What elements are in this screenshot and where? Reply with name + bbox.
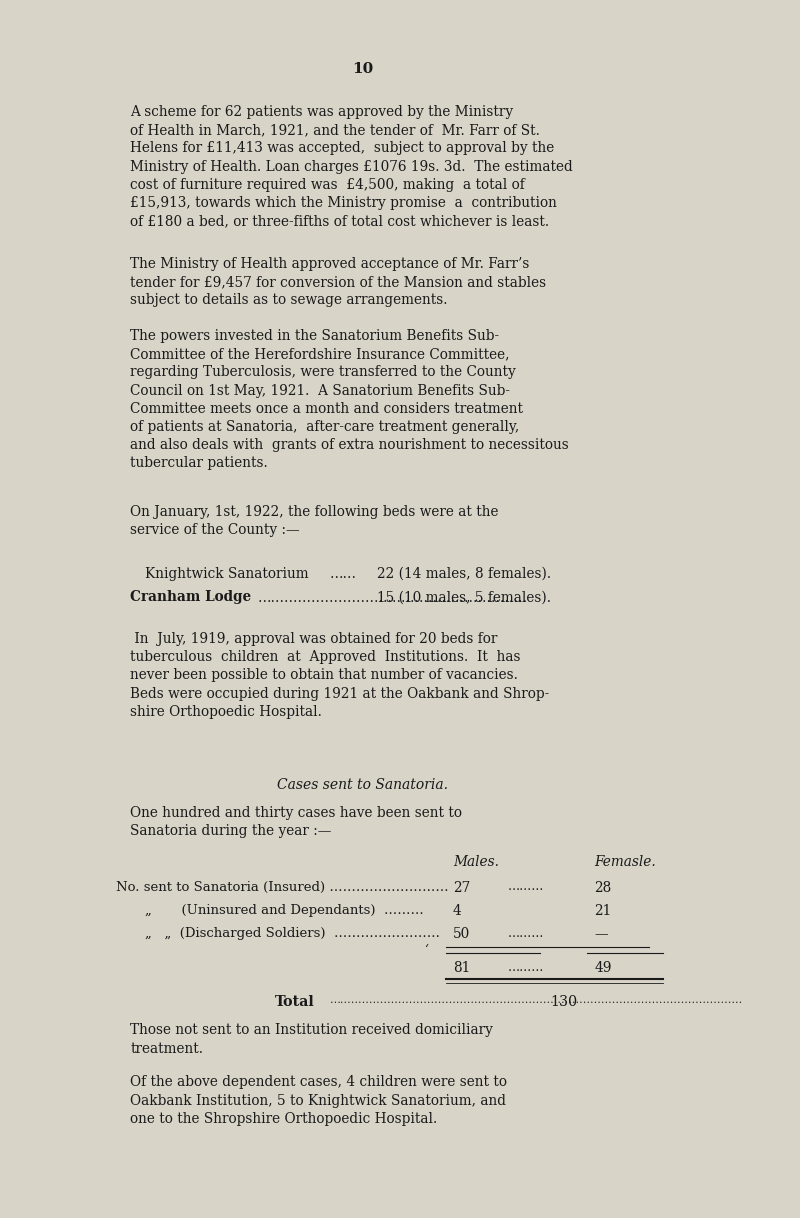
Text: ‘: ‘: [424, 944, 428, 956]
Text: Cases sent to Sanatoria.: Cases sent to Sanatoria.: [277, 778, 448, 792]
Text: In  July, 1919, approval was obtained for 20 beds for
tuberculous  children  at : In July, 1919, approval was obtained for…: [130, 632, 550, 719]
Text: „   „  (Discharged Soldiers)  ……………………: „ „ (Discharged Soldiers) ……………………: [145, 927, 440, 940]
Text: „       (Uninsured and Dependants)  ………: „ (Uninsured and Dependants) ………: [145, 904, 424, 917]
Text: —: —: [594, 927, 608, 942]
Text: ……………………………………………………………………………………………………: ……………………………………………………………………………………………………: [330, 995, 743, 1006]
Text: 50: 50: [453, 927, 470, 942]
Text: 10: 10: [352, 62, 373, 76]
Text: ……………………………………………………: ……………………………………………………: [258, 591, 527, 604]
Text: ……: ……: [330, 568, 357, 581]
Text: The powers invested in the Sanatorium Benefits Sub-
Committee of the Herefordshi: The powers invested in the Sanatorium Be…: [130, 329, 569, 470]
Text: A scheme for 62 patients was approved by the Ministry
of Health in March, 1921, : A scheme for 62 patients was approved by…: [130, 105, 573, 228]
Text: ………: ………: [507, 881, 544, 894]
Text: Cranham Lodge: Cranham Lodge: [130, 591, 251, 604]
Text: 28: 28: [594, 881, 611, 894]
Text: Males.: Males.: [453, 855, 499, 870]
Text: Knightwick Sanatorium: Knightwick Sanatorium: [145, 568, 309, 581]
Text: No. sent to Sanatoria (Insured) ………………………: No. sent to Sanatoria (Insured) ………………………: [116, 881, 449, 894]
Text: One hundred and thirty cases have been sent to
Sanatoria during the year :—: One hundred and thirty cases have been s…: [130, 805, 462, 838]
Text: 130: 130: [550, 995, 578, 1010]
Text: 49: 49: [594, 961, 612, 976]
Text: 22 (14 males, 8 females).: 22 (14 males, 8 females).: [377, 568, 551, 581]
Text: ………: ………: [507, 961, 544, 974]
Text: ………: ………: [507, 927, 544, 940]
Text: Femasle.: Femasle.: [594, 855, 656, 870]
Text: 81: 81: [453, 961, 470, 976]
Text: Of the above dependent cases, 4 children were sent to
Oakbank Institution, 5 to : Of the above dependent cases, 4 children…: [130, 1075, 507, 1125]
Text: Total: Total: [275, 995, 315, 1010]
Text: Those not sent to an Institution received domiciliary
treatment.: Those not sent to an Institution receive…: [130, 1023, 494, 1056]
Text: 21: 21: [594, 904, 611, 918]
Text: 27: 27: [453, 881, 470, 894]
Text: 4: 4: [453, 904, 462, 918]
Text: The Ministry of Health approved acceptance of Mr. Farr’s
tender for £9,457 for c: The Ministry of Health approved acceptan…: [130, 257, 546, 307]
Text: On January, 1st, 1922, the following beds were at the
service of the County :—: On January, 1st, 1922, the following bed…: [130, 505, 499, 537]
Text: 15 (10 males, 5 females).: 15 (10 males, 5 females).: [377, 591, 551, 604]
